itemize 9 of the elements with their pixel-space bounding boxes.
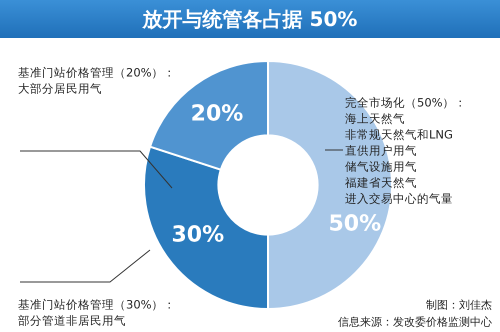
data-label: 20% bbox=[190, 101, 244, 126]
data-label: 50% bbox=[328, 212, 382, 237]
slice-label: 基准门站价格管理（30%）：部分管道非居民用气 bbox=[18, 298, 176, 328]
slice-label: 基准门站价格管理（20%）：大部分居民用气 bbox=[18, 66, 176, 96]
data-label: 30% bbox=[171, 222, 224, 248]
text: 制图：刘佳杰 bbox=[426, 298, 492, 312]
chart-title: 放开与统管各占据 50% bbox=[0, 0, 500, 38]
slice-label: 完全市场化（50%）：海上天然气非常规天然气和LNG直供用户用气储气设施用气福建省天然气进入交易中心的气量 bbox=[345, 96, 467, 206]
text: 信息来源：发改委价格监测中心 bbox=[338, 315, 492, 328]
